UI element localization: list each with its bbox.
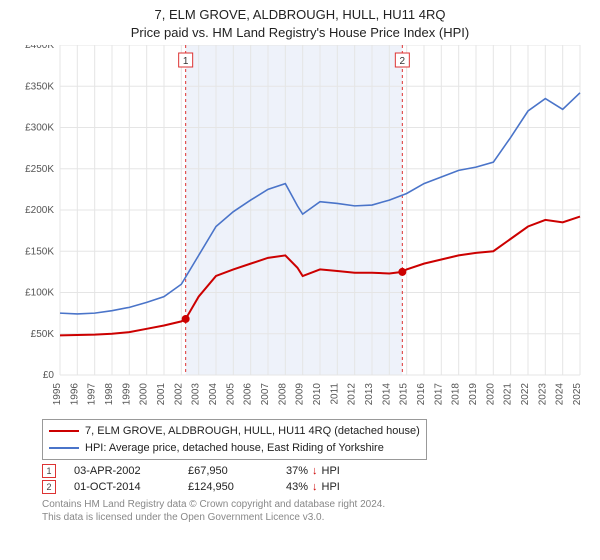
svg-text:2004: 2004 <box>208 383 219 406</box>
svg-text:2022: 2022 <box>520 383 531 406</box>
down-arrow-icon: ↓ <box>312 465 318 477</box>
sale-price: £124,950 <box>188 481 268 493</box>
svg-text:1998: 1998 <box>104 383 115 406</box>
svg-text:1999: 1999 <box>121 383 132 406</box>
svg-text:2: 2 <box>400 56 406 67</box>
svg-text:1995: 1995 <box>52 383 63 406</box>
svg-text:1996: 1996 <box>69 383 80 406</box>
legend-label: 7, ELM GROVE, ALDBROUGH, HULL, HU11 4RQ … <box>85 423 420 440</box>
svg-text:2015: 2015 <box>399 383 410 406</box>
svg-text:2006: 2006 <box>243 383 254 406</box>
svg-text:2020: 2020 <box>485 383 496 406</box>
sale-pct: 43% <box>286 481 308 493</box>
sale-pct: 37% <box>286 465 308 477</box>
sales-rows: 1 03-APR-2002 £67,950 37% ↓ HPI 2 01-OCT-2014 £1… <box>42 464 590 494</box>
sale-badge: 1 <box>42 464 56 478</box>
svg-text:2005: 2005 <box>225 383 236 406</box>
title-line1: 7, ELM GROVE, ALDBROUGH, HULL, HU11 4RQ <box>10 6 590 24</box>
svg-text:£100K: £100K <box>25 288 54 299</box>
svg-text:2013: 2013 <box>364 383 375 406</box>
sale-suffix: HPI <box>322 465 340 477</box>
legend-label: HPI: Average price, detached house, East… <box>85 440 384 457</box>
attr-line1: Contains HM Land Registry data © Crown c… <box>42 498 590 511</box>
svg-text:2017: 2017 <box>433 383 444 406</box>
sale-price: £67,950 <box>188 465 268 477</box>
svg-text:2002: 2002 <box>173 383 184 406</box>
svg-text:2025: 2025 <box>572 383 583 406</box>
svg-text:2009: 2009 <box>295 383 306 406</box>
legend-swatch <box>49 447 79 449</box>
svg-text:1997: 1997 <box>87 383 98 406</box>
svg-text:2016: 2016 <box>416 383 427 406</box>
legend-item: 7, ELM GROVE, ALDBROUGH, HULL, HU11 4RQ … <box>49 423 420 440</box>
svg-text:2019: 2019 <box>468 383 479 406</box>
legend-swatch <box>49 430 79 432</box>
svg-text:2003: 2003 <box>191 383 202 406</box>
svg-text:£300K: £300K <box>25 123 54 134</box>
svg-text:£50K: £50K <box>31 329 55 340</box>
sale-row: 1 03-APR-2002 £67,950 37% ↓ HPI <box>42 464 590 478</box>
svg-text:£350K: £350K <box>25 81 54 92</box>
sale-badge: 2 <box>42 480 56 494</box>
chart-title: 7, ELM GROVE, ALDBROUGH, HULL, HU11 4RQ … <box>10 6 590 41</box>
svg-text:2014: 2014 <box>381 383 392 406</box>
sale-suffix: HPI <box>322 481 340 493</box>
svg-text:2018: 2018 <box>451 383 462 406</box>
svg-text:2010: 2010 <box>312 383 323 406</box>
chart: £0 £50K £100K £150K £200K £250K £300K £350K £400… <box>10 45 590 413</box>
svg-text:£200K: £200K <box>25 205 54 216</box>
svg-text:£150K: £150K <box>25 246 54 257</box>
svg-text:2012: 2012 <box>347 383 358 406</box>
legend-item: HPI: Average price, detached house, East… <box>49 440 420 457</box>
svg-text:2023: 2023 <box>537 383 548 406</box>
svg-text:1: 1 <box>183 56 189 67</box>
chart-svg: £0 £50K £100K £150K £200K £250K £300K £350K £400… <box>10 45 590 413</box>
svg-text:2000: 2000 <box>139 383 150 406</box>
title-line2: Price paid vs. HM Land Registry's House … <box>10 24 590 42</box>
down-arrow-icon: ↓ <box>312 481 318 493</box>
svg-text:2011: 2011 <box>329 383 340 405</box>
svg-text:£400K: £400K <box>25 45 54 51</box>
svg-text:£250K: £250K <box>25 164 54 175</box>
attribution: Contains HM Land Registry data © Crown c… <box>42 498 590 524</box>
sale-date: 03-APR-2002 <box>74 465 170 477</box>
svg-text:2021: 2021 <box>503 383 514 406</box>
svg-text:2008: 2008 <box>277 383 288 406</box>
svg-text:2024: 2024 <box>555 383 566 406</box>
sale-row: 2 01-OCT-2014 £124,950 43% ↓ HPI <box>42 480 590 494</box>
sale-date: 01-OCT-2014 <box>74 481 170 493</box>
svg-text:£0: £0 <box>43 370 55 381</box>
svg-text:2007: 2007 <box>260 383 271 406</box>
svg-text:2001: 2001 <box>156 383 167 406</box>
legend-box: 7, ELM GROVE, ALDBROUGH, HULL, HU11 4RQ … <box>42 419 427 460</box>
attr-line2: This data is licensed under the Open Gov… <box>42 511 590 524</box>
